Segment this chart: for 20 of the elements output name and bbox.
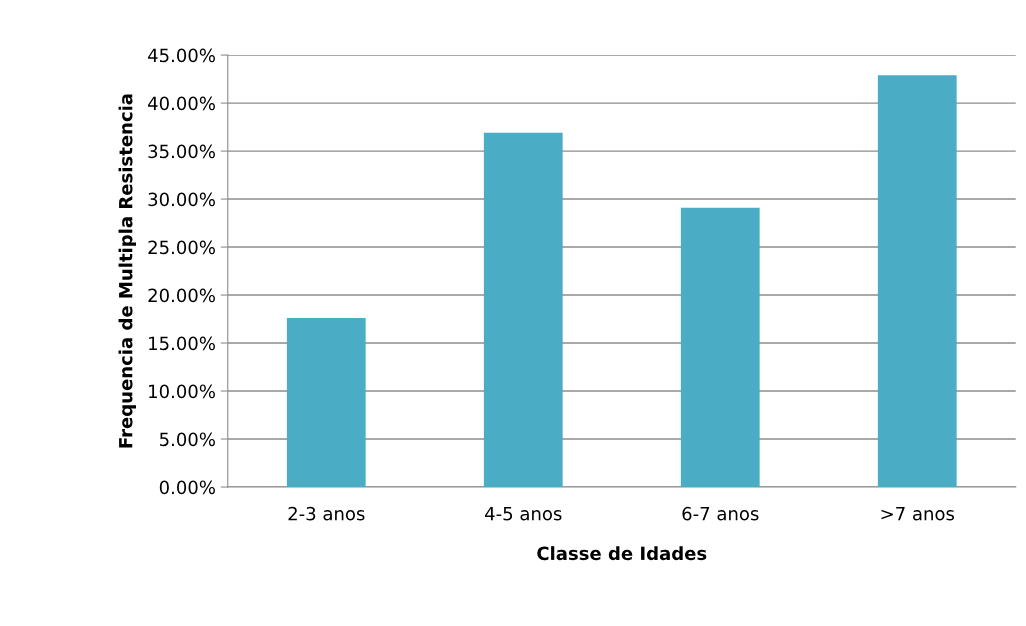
y-tick-label: 35.00% [148, 144, 215, 159]
y-tick-label: 20.00% [148, 288, 215, 303]
y-tick-label: 5.00% [160, 432, 215, 447]
y-tick-label: 10.00% [149, 384, 215, 399]
x-tick-label: 2-3 anos [288, 506, 365, 521]
bar [483, 132, 563, 488]
x-axis-title: Classe de Idades [537, 546, 707, 561]
y-tick-label: 40.00% [148, 96, 215, 111]
y-tick-label: 15.00% [149, 336, 215, 351]
y-axis-title: Frequencia de Multipla Resistencia [118, 94, 137, 448]
x-tick-label: 4-5 anos [485, 507, 562, 521]
y-tick-label: 45.00% [148, 48, 215, 63]
y-tick-label: 30.00% [148, 192, 215, 207]
bar [286, 318, 366, 488]
bar [680, 207, 760, 488]
y-tick-label: 25.00% [148, 240, 215, 255]
y-tick-label: 0.00% [159, 480, 215, 495]
x-tick-label: >7 anos [881, 507, 955, 521]
bar [877, 75, 957, 488]
x-tick-label: 6-7 anos [682, 506, 759, 521]
